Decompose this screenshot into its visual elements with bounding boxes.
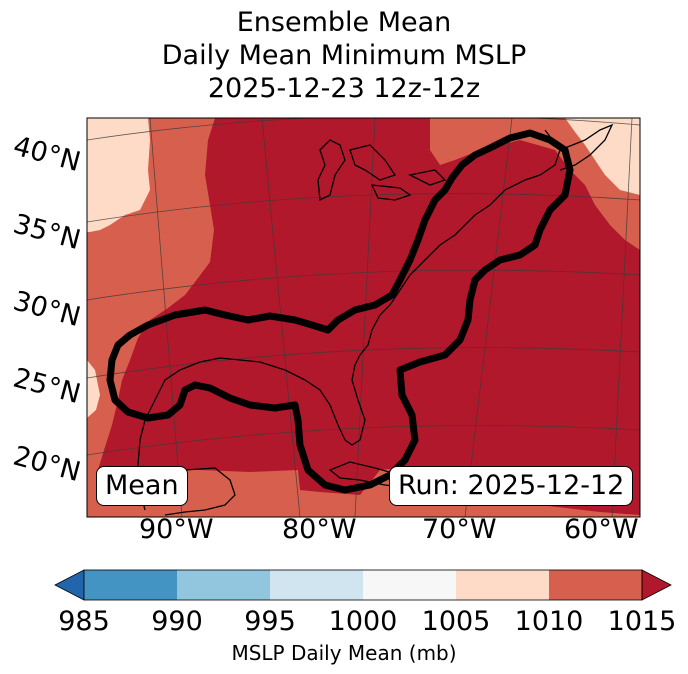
gulf-coast: [137, 329, 373, 511]
pressure-contour: [106, 129, 574, 494]
colorbar-tick-1015: 1015: [607, 606, 677, 637]
colorbar-segment-1005-1010: [456, 570, 549, 600]
colorbar-tick-995: 995: [244, 606, 296, 637]
pressure-field-medium-red-northeast: [430, 118, 640, 250]
lon-label-80w: 80°W: [282, 514, 357, 545]
pressure-field-light-pink-west: [87, 360, 100, 418]
colorbar-tick-1010: 1010: [514, 606, 584, 637]
title-line-1: Ensemble Mean: [236, 7, 452, 38]
title-line-3: 2025-12-23 12z-12z: [207, 73, 481, 104]
lon-label-90w: 90°W: [139, 514, 214, 545]
lon-label-60w: 60°W: [564, 514, 639, 545]
colorbar-segment-1000-1005: [363, 570, 456, 600]
colorbar-tick-1005: 1005: [421, 606, 491, 637]
run-date-box: Run: 2025-12-12: [389, 466, 634, 506]
colorbar-segment-1010-1015: [549, 570, 642, 600]
colorbar-extend-low: [54, 569, 85, 601]
map-frame: [86, 117, 641, 518]
colorbar-extend-high: [641, 569, 672, 601]
colorbar-tick-985: 985: [58, 606, 110, 637]
colorbar-label: MSLP Daily Mean (mb): [231, 641, 457, 665]
colorbar-segment-990-995: [177, 570, 270, 600]
colorbar-segment-985-990: [84, 570, 177, 600]
great-lakes: [317, 139, 447, 202]
colorbar-tick-990: 990: [151, 606, 203, 637]
mean-label-box: Mean: [96, 466, 188, 506]
nova-scotia: [559, 123, 614, 171]
atlantic-coast: [371, 129, 561, 331]
colorbar-tick-1000: 1000: [328, 606, 398, 637]
pressure-field-light-pink-northwest: [87, 118, 150, 232]
colorbar-segment-995-1000: [270, 570, 363, 600]
pressure-field-light-pink-northeast: [565, 118, 640, 195]
lon-label-70w: 70°W: [422, 514, 497, 545]
graticule: [87, 118, 640, 517]
title-line-2: Daily Mean Minimum MSLP: [161, 40, 527, 71]
colorbar-frame: [83, 569, 643, 601]
